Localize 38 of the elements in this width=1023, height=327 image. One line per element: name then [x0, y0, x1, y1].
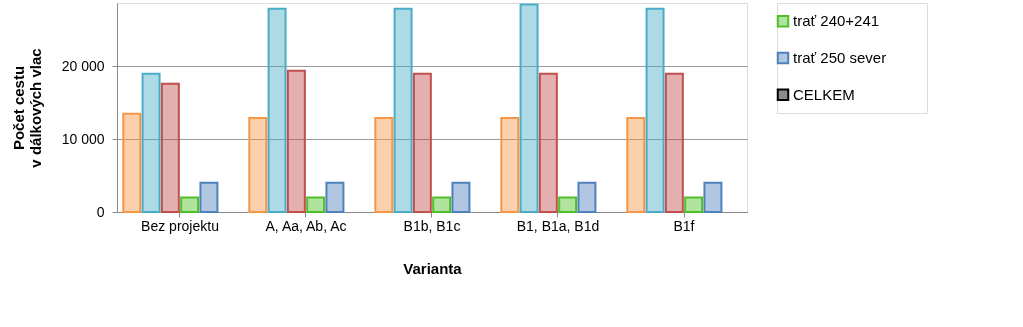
bar [267, 7, 287, 213]
bar [199, 181, 219, 213]
y-tick-label: 20 000 [61, 57, 105, 74]
bar [664, 72, 684, 213]
bar [160, 82, 180, 213]
legend-label: CELKEM [793, 85, 855, 103]
x-tick-label: B1f [673, 217, 695, 234]
bar [248, 117, 268, 213]
bar [286, 69, 306, 213]
legend-label: trať 240+241 [793, 12, 880, 30]
bar [577, 181, 597, 213]
x-tick-label: A, Aa, Ab, Ac [265, 217, 347, 234]
bar [684, 196, 704, 213]
bar [306, 196, 326, 213]
x-tick-label: Bez projektu [141, 217, 219, 234]
y-tick-label: 0 [96, 203, 105, 220]
y-tick-label: 10 000 [61, 130, 105, 147]
bar [325, 181, 345, 213]
bar [180, 196, 200, 213]
bar [626, 117, 646, 213]
bar [558, 196, 578, 213]
bar [141, 72, 161, 213]
bar [393, 7, 413, 213]
y-axis-title: Počet cestu v dálkových vlac [9, 48, 44, 168]
bar [432, 196, 452, 213]
bar [451, 181, 471, 213]
bar [703, 181, 723, 213]
bar [538, 72, 558, 213]
x-tick-label: B1, B1a, B1d [516, 217, 600, 234]
x-tick-label: B1b, B1c [403, 217, 461, 234]
bar [412, 72, 432, 213]
bar [122, 112, 142, 213]
x-axis-title: Varianta [403, 259, 463, 277]
bar [519, 3, 539, 213]
bar [500, 117, 520, 213]
legend-label: trať 250 sever [793, 49, 887, 66]
bar [374, 117, 394, 213]
bar [645, 7, 665, 213]
